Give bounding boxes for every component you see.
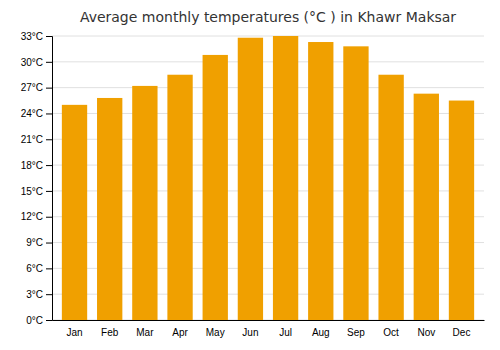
tick: Jun [242,327,258,338]
tick: Jan [66,327,82,338]
tick-label: Jun [242,327,258,338]
tick-mark [46,191,52,192]
tick: 9°C [26,237,52,248]
grid-line [52,87,484,88]
tick-label: 27°C [21,82,43,93]
tick: Mar [136,327,154,338]
tick-mark [46,113,52,114]
grid-line [52,36,484,37]
bar [414,94,439,320]
tick-label: 18°C [21,160,43,171]
tick-label: Sep [347,327,365,338]
tick: 12°C [21,211,52,222]
tick-label: 0°C [26,315,43,326]
tick-mark [46,139,52,140]
tick-label: 9°C [26,237,43,248]
tick: 30°C [21,57,52,68]
tick-label: May [206,327,225,338]
tick-label: Oct [383,327,399,338]
tick: Dec [453,327,471,338]
bars [62,36,474,320]
tick-label: 3°C [26,289,43,300]
plot: 0°C 3°C 6°C 9°C 12°C 15°C 18°C 21°C 24°C 27°C 30°C… [21,31,485,338]
bar [62,105,87,320]
bar [308,42,333,320]
tick-mark [46,88,52,89]
tick: Oct [383,327,399,338]
tick: 0°C [26,315,52,326]
tick-mark [46,243,52,244]
tick: 33°C [21,31,52,42]
bar [132,86,157,320]
tick-mark [46,36,52,37]
tick-mark [46,62,52,63]
tick-label: Dec [453,327,471,338]
grid [52,36,484,320]
tick: Apr [172,327,188,338]
y-axis: 0°C 3°C 6°C 9°C 12°C 15°C 18°C 21°C 24°C 27°C 30°C… [21,31,53,326]
bar [378,75,403,320]
bar [343,46,368,320]
tick-label: 24°C [21,108,43,119]
tick-mark [46,217,52,218]
tick: 15°C [21,186,52,197]
axis-line [53,320,485,321]
tick-label: Mar [136,327,154,338]
tick-label: Jul [279,327,292,338]
tick: 6°C [26,263,52,274]
grid-line [52,61,484,62]
tick-mark [46,294,52,295]
tick-label: Jan [66,327,82,338]
tick: Feb [101,327,119,338]
tick: 21°C [21,134,52,145]
tick: Jul [279,327,292,338]
tick-label: Nov [417,327,435,338]
bar [97,98,122,320]
tick: 24°C [21,108,52,119]
bar [167,75,192,320]
title: Average monthly temperatures (°C ) in Kh… [80,9,456,25]
tick-label: 12°C [21,211,43,222]
tick: May [206,327,225,338]
bar [203,55,228,320]
bar [449,101,474,320]
tick: 18°C [21,160,52,171]
tick-label: Apr [172,327,188,338]
chart: 0°C 3°C 6°C 9°C 12°C 15°C 18°C 21°C 24°C 27°C 30°C… [0,0,500,350]
tick-label: 30°C [21,57,43,68]
tick-label: 6°C [26,263,43,274]
tick: Sep [347,327,365,338]
tick-mark [46,320,52,321]
tick-label: 33°C [21,31,43,42]
x-axis: Jan Feb Mar Apr May Jun Jul Aug Sep Oct Nov Dec [53,321,485,339]
tick: Nov [417,327,435,338]
tick: 27°C [21,82,52,93]
tick-label: 21°C [21,134,43,145]
tick: Aug [312,327,330,338]
bar [238,38,263,320]
tick-label: 15°C [21,186,43,197]
tick-mark [46,165,52,166]
tick-label: Feb [101,327,119,338]
tick-mark [46,268,52,269]
bar [273,36,298,320]
tick-label: Aug [312,327,330,338]
axis-line [46,37,53,321]
tick: 3°C [26,289,52,300]
